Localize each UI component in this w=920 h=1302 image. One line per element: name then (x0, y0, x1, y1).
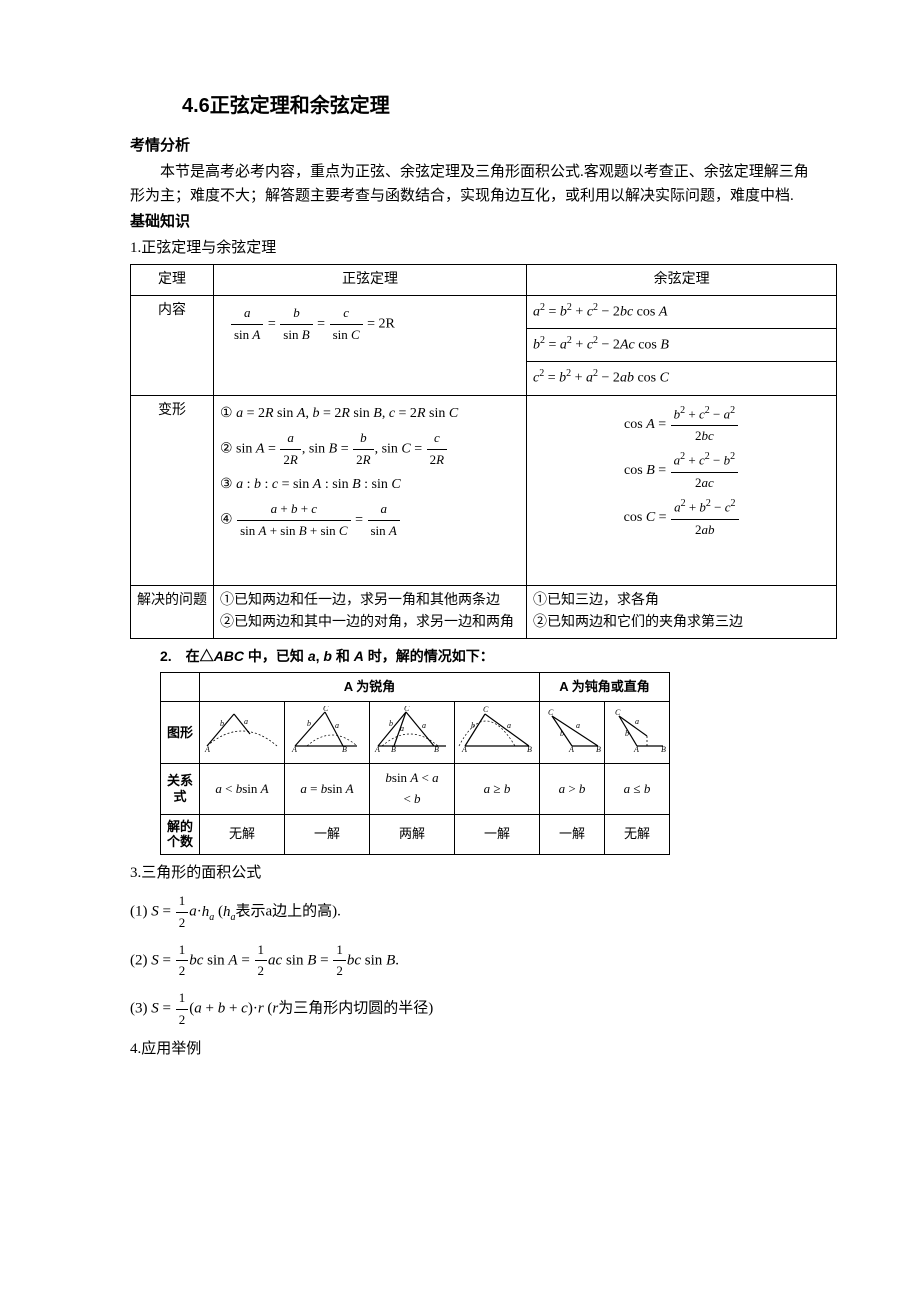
area-formulas: (1) S = 12a·ha (ha表示a边上的高). (2) S = 12bc… (130, 891, 810, 1031)
tri-1: Ab a (200, 702, 285, 764)
svg-text:C: C (615, 708, 621, 717)
table-row: A 为锐角 A 为钝角或直角 (161, 672, 670, 702)
analysis-paragraph: 本节是高考必考内容，重点为正弦、余弦定理及三角形面积公式.客观题以考查正、余弦定… (130, 160, 810, 208)
heading-analysis: 考情分析 (130, 134, 810, 158)
table-row: 定理 正弦定理 余弦定理 (131, 265, 837, 296)
svg-text:C: C (548, 708, 554, 717)
rel-4: a ≥ b (455, 764, 540, 815)
section-4: 4.应用举例 (130, 1037, 810, 1061)
sine-solve: ①已知两边和任一边，求另一角和其他两条边 ②已知两边和其中一边的对角，求另一边和… (214, 585, 527, 639)
svg-text:b: b (471, 721, 475, 730)
cos-b: b2 = a2 + c2 − 2Ac cos B (527, 329, 837, 362)
case-table: A 为锐角 A 为钝角或直角 图形 Aba ABCba ABBCbaa ABCb… (160, 672, 670, 855)
svg-text:a: a (422, 721, 426, 730)
case-section: 2. 在△ABC 中，已知 a, b 和 A 时，解的情况如下： A 为锐角 A… (160, 645, 810, 855)
table-row: 解的个数 无解 一解 两解 一解 一解 无解 (161, 814, 670, 854)
formula-1: (1) S = 12a·ha (ha表示a边上的高). (130, 891, 810, 934)
svg-text:a: a (507, 721, 511, 730)
svg-text:a: a (635, 717, 639, 726)
hdr-cosine: 余弦定理 (527, 265, 837, 296)
row-rel: 关系式 (161, 764, 200, 815)
table-row: 关系式 a < bsin A a = bsin A bsin A < a< b … (161, 764, 670, 815)
svg-text:A: A (633, 745, 639, 752)
cos-a: a2 = b2 + c2 − 2bc cos A (527, 296, 837, 329)
cos-variants: cos A = b2 + c2 − a22bc cos B = a2 + c2 … (527, 395, 837, 585)
tri-2: A B Cb a (285, 702, 370, 764)
svg-text:b: b (389, 719, 393, 728)
formula-2: (2) S = 12bc sin A = 12ac sin B = 12bc s… (130, 940, 810, 983)
svg-text:B: B (527, 745, 532, 752)
svg-text:C: C (483, 706, 489, 714)
svg-text:B: B (342, 745, 347, 752)
section-1: 1.正弦定理与余弦定理 (130, 236, 810, 260)
sol-6: 无解 (605, 814, 670, 854)
cos-solve: ①已知三边，求各角 ②已知两边和它们的夹角求第三边 (527, 585, 837, 639)
case-title: 2. 在△ABC 中，已知 a, b 和 A 时，解的情况如下： (160, 645, 810, 667)
hdr-sine: 正弦定理 (214, 265, 527, 296)
svg-text:a: a (244, 717, 248, 726)
svg-text:B: B (391, 745, 396, 752)
eq-2r: = 2R (367, 317, 395, 332)
svg-text:A: A (291, 745, 297, 752)
svg-text:A: A (204, 745, 210, 752)
svg-text:C: C (323, 706, 329, 713)
row-shape: 图形 (161, 702, 200, 764)
svg-text:b: b (625, 729, 629, 738)
tri-6: A B Cba (605, 702, 670, 764)
table-row: 内容 asin A = bsin B = csin C = 2R a2 = b2… (131, 296, 837, 329)
table-row: 变形 ① a = 2R sin A, b = 2R sin B, c = 2R … (131, 395, 837, 585)
hdr-theorem: 定理 (131, 265, 214, 296)
rel-2: a = bsin A (285, 764, 370, 815)
hdr-obtuse: A 为钝角或直角 (540, 672, 670, 702)
svg-text:B: B (434, 745, 439, 752)
svg-text:b: b (307, 719, 311, 728)
table-row: 解决的问题 ①已知两边和任一边，求另一角和其他两条边 ②已知两边和其中一边的对角… (131, 585, 837, 639)
tri-5: A B Cb a (540, 702, 605, 764)
svg-text:A: A (461, 745, 467, 752)
cos-c: c2 = b2 + a2 − 2ab cos C (527, 362, 837, 395)
svg-text:a: a (335, 721, 339, 730)
section-3: 3.三角形的面积公式 (130, 861, 810, 885)
svg-text:a: a (400, 724, 404, 733)
svg-text:A: A (374, 745, 380, 752)
theorem-table: 定理 正弦定理 余弦定理 内容 asin A = bsin B = csin C… (130, 264, 837, 639)
tri-4: A B Cb a (455, 702, 540, 764)
sol-4: 一解 (455, 814, 540, 854)
sol-5: 一解 (540, 814, 605, 854)
hdr-acute: A 为锐角 (200, 672, 540, 702)
sine-content: asin A = bsin B = csin C = 2R (214, 296, 527, 395)
svg-text:b: b (560, 729, 564, 738)
svg-text:b: b (220, 719, 224, 728)
heading-basics: 基础知识 (130, 210, 810, 234)
rel-3: bsin A < a< b (370, 764, 455, 815)
row-content: 内容 (131, 296, 214, 395)
row-n: 解的个数 (161, 814, 200, 854)
tri-3: ABBCbaa (370, 702, 455, 764)
svg-text:C: C (404, 706, 410, 713)
svg-text:B: B (596, 745, 601, 752)
rel-5: a > b (540, 764, 605, 815)
rel-6: a ≤ b (605, 764, 670, 815)
sol-1: 无解 (200, 814, 285, 854)
svg-text:A: A (568, 745, 574, 752)
doc-title: 4.6正弦定理和余弦定理 (182, 90, 810, 122)
svg-text:a: a (576, 721, 580, 730)
sol-3: 两解 (370, 814, 455, 854)
sol-2: 一解 (285, 814, 370, 854)
formula-3: (3) S = 12(a + b + c)·r (r为三角形内切圆的半径) (130, 988, 810, 1031)
sine-variants: ① a = 2R sin A, b = 2R sin B, c = 2R sin… (214, 395, 527, 585)
table-row: 图形 Aba ABCba ABBCbaa ABCba ABCba ABCba (161, 702, 670, 764)
row-solve: 解决的问题 (131, 585, 214, 639)
svg-text:B: B (661, 745, 666, 752)
row-variant: 变形 (131, 395, 214, 585)
rel-1: a < bsin A (200, 764, 285, 815)
